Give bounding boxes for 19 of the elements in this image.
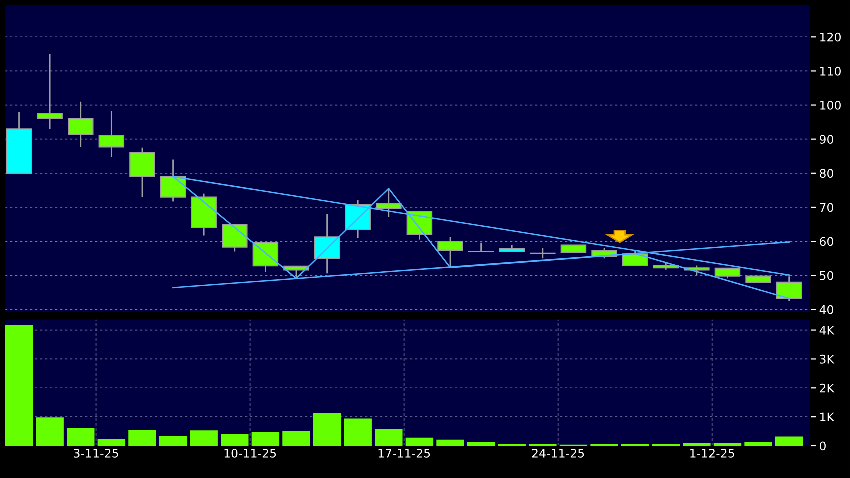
x-tick-label: 17-11-25	[378, 448, 430, 458]
y-tick-label: 100	[820, 101, 841, 110]
x-tick-label: 1-12-25	[690, 448, 734, 458]
x-tick-label: 10-11-25	[224, 448, 276, 458]
x-tick-label: 3-11-25	[74, 448, 118, 458]
y-tick-label: 110	[820, 66, 841, 76]
y-tick-label: 70	[820, 203, 834, 212]
y-tick-label: 120	[820, 32, 841, 42]
y-tick-label: 40	[820, 305, 834, 314]
y-tick-label: 90	[820, 135, 834, 144]
y-tick-label: 60	[820, 237, 834, 246]
y-tick-label: 0	[820, 442, 826, 451]
y-tick-label: 1K	[820, 412, 835, 422]
x-tick-label: 24-11-25	[532, 448, 584, 458]
y-tick-label: 50	[820, 271, 834, 280]
y-tick-label: 80	[820, 169, 834, 178]
y-tick-label: 2K	[820, 384, 835, 393]
y-tick-label: 3K	[820, 354, 835, 364]
y-tick-label: 4K	[820, 326, 835, 335]
